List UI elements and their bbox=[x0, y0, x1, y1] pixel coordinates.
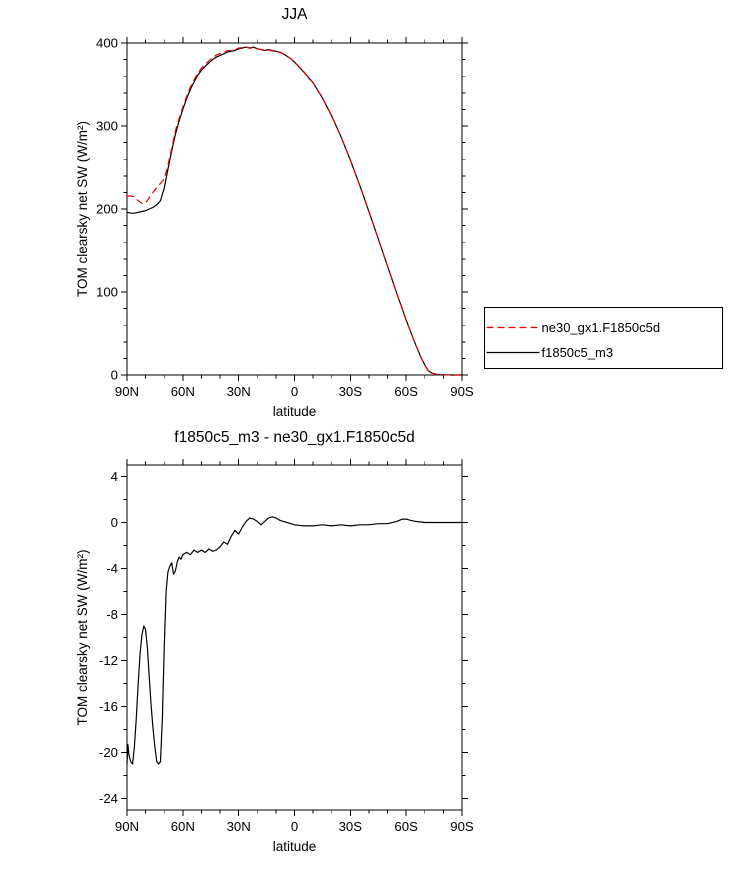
y-tick-label: 300 bbox=[96, 119, 118, 134]
y-tick-label: 0 bbox=[111, 368, 118, 383]
top-chart-panel: 90N 60N 30N 0 30S 60S 90S 0 100 200 300 400 JJA latit… bbox=[0, 0, 733, 420]
y-tick-label: -12 bbox=[99, 653, 118, 668]
x-tick-label: 60S bbox=[394, 384, 418, 399]
y-tick-label: -4 bbox=[106, 561, 118, 576]
chart-title: JJA bbox=[282, 6, 309, 23]
y-axis-label: TOM clearsky net SW (W/m²) bbox=[75, 121, 90, 297]
y-tick-label: 100 bbox=[96, 285, 118, 300]
x-axis-label: latitude bbox=[273, 839, 317, 854]
series-line bbox=[126, 46, 462, 376]
series-line bbox=[126, 46, 462, 376]
y-tick-label: -20 bbox=[99, 745, 118, 760]
y-tick-label: 200 bbox=[96, 202, 118, 217]
x-tick-label: 30S bbox=[339, 819, 363, 834]
y-tick-label: 4 bbox=[111, 469, 118, 484]
legend-box bbox=[484, 307, 723, 369]
x-tick-label: 60N bbox=[171, 819, 195, 834]
y-axis-label: TOM clearsky net SW (W/m²) bbox=[75, 549, 90, 725]
y-tick-label: -8 bbox=[106, 607, 118, 622]
bottom-chart-panel: 90N 60N 30N 0 30S 60S 90S 4 0 -4 -8 -12 -16 -20 -24 f18… bbox=[0, 420, 733, 869]
x-tick-label: 90N bbox=[115, 384, 139, 399]
x-tick-label: 0 bbox=[291, 819, 298, 834]
x-tick-label: 0 bbox=[291, 384, 298, 399]
plot-frame bbox=[126, 464, 463, 811]
x-tick-label: 30N bbox=[227, 384, 251, 399]
y-tick-label: 400 bbox=[96, 36, 118, 51]
plot-frame bbox=[126, 42, 463, 376]
chart-title: f1850c5_m3 - ne30_gx1.F1850c5d bbox=[174, 429, 414, 446]
series-line bbox=[126, 516, 462, 765]
x-tick-label: 90N bbox=[115, 819, 139, 834]
x-tick-label: 30N bbox=[227, 819, 251, 834]
x-axis-label: latitude bbox=[273, 404, 317, 419]
x-tick-label: 60S bbox=[394, 819, 418, 834]
x-tick-label: 60N bbox=[171, 384, 195, 399]
top-chart-svg: 90N 60N 30N 0 30S 60S 90S 0 100 200 300 400 JJA latit… bbox=[75, 6, 723, 419]
y-tick-label: -16 bbox=[99, 699, 118, 714]
x-tick-label: 90S bbox=[450, 819, 474, 834]
x-tick-label: 90S bbox=[450, 384, 474, 399]
legend-label: ne30_gx1.F1850c5d bbox=[542, 320, 661, 335]
legend-label: f1850c5_m3 bbox=[542, 345, 614, 360]
bottom-chart-svg: 90N 60N 30N 0 30S 60S 90S 4 0 -4 -8 -12 -16 -20 -24 f18… bbox=[75, 429, 474, 854]
y-tick-label: 0 bbox=[111, 515, 118, 530]
y-tick-label: -24 bbox=[99, 791, 118, 806]
x-tick-label: 30S bbox=[339, 384, 363, 399]
